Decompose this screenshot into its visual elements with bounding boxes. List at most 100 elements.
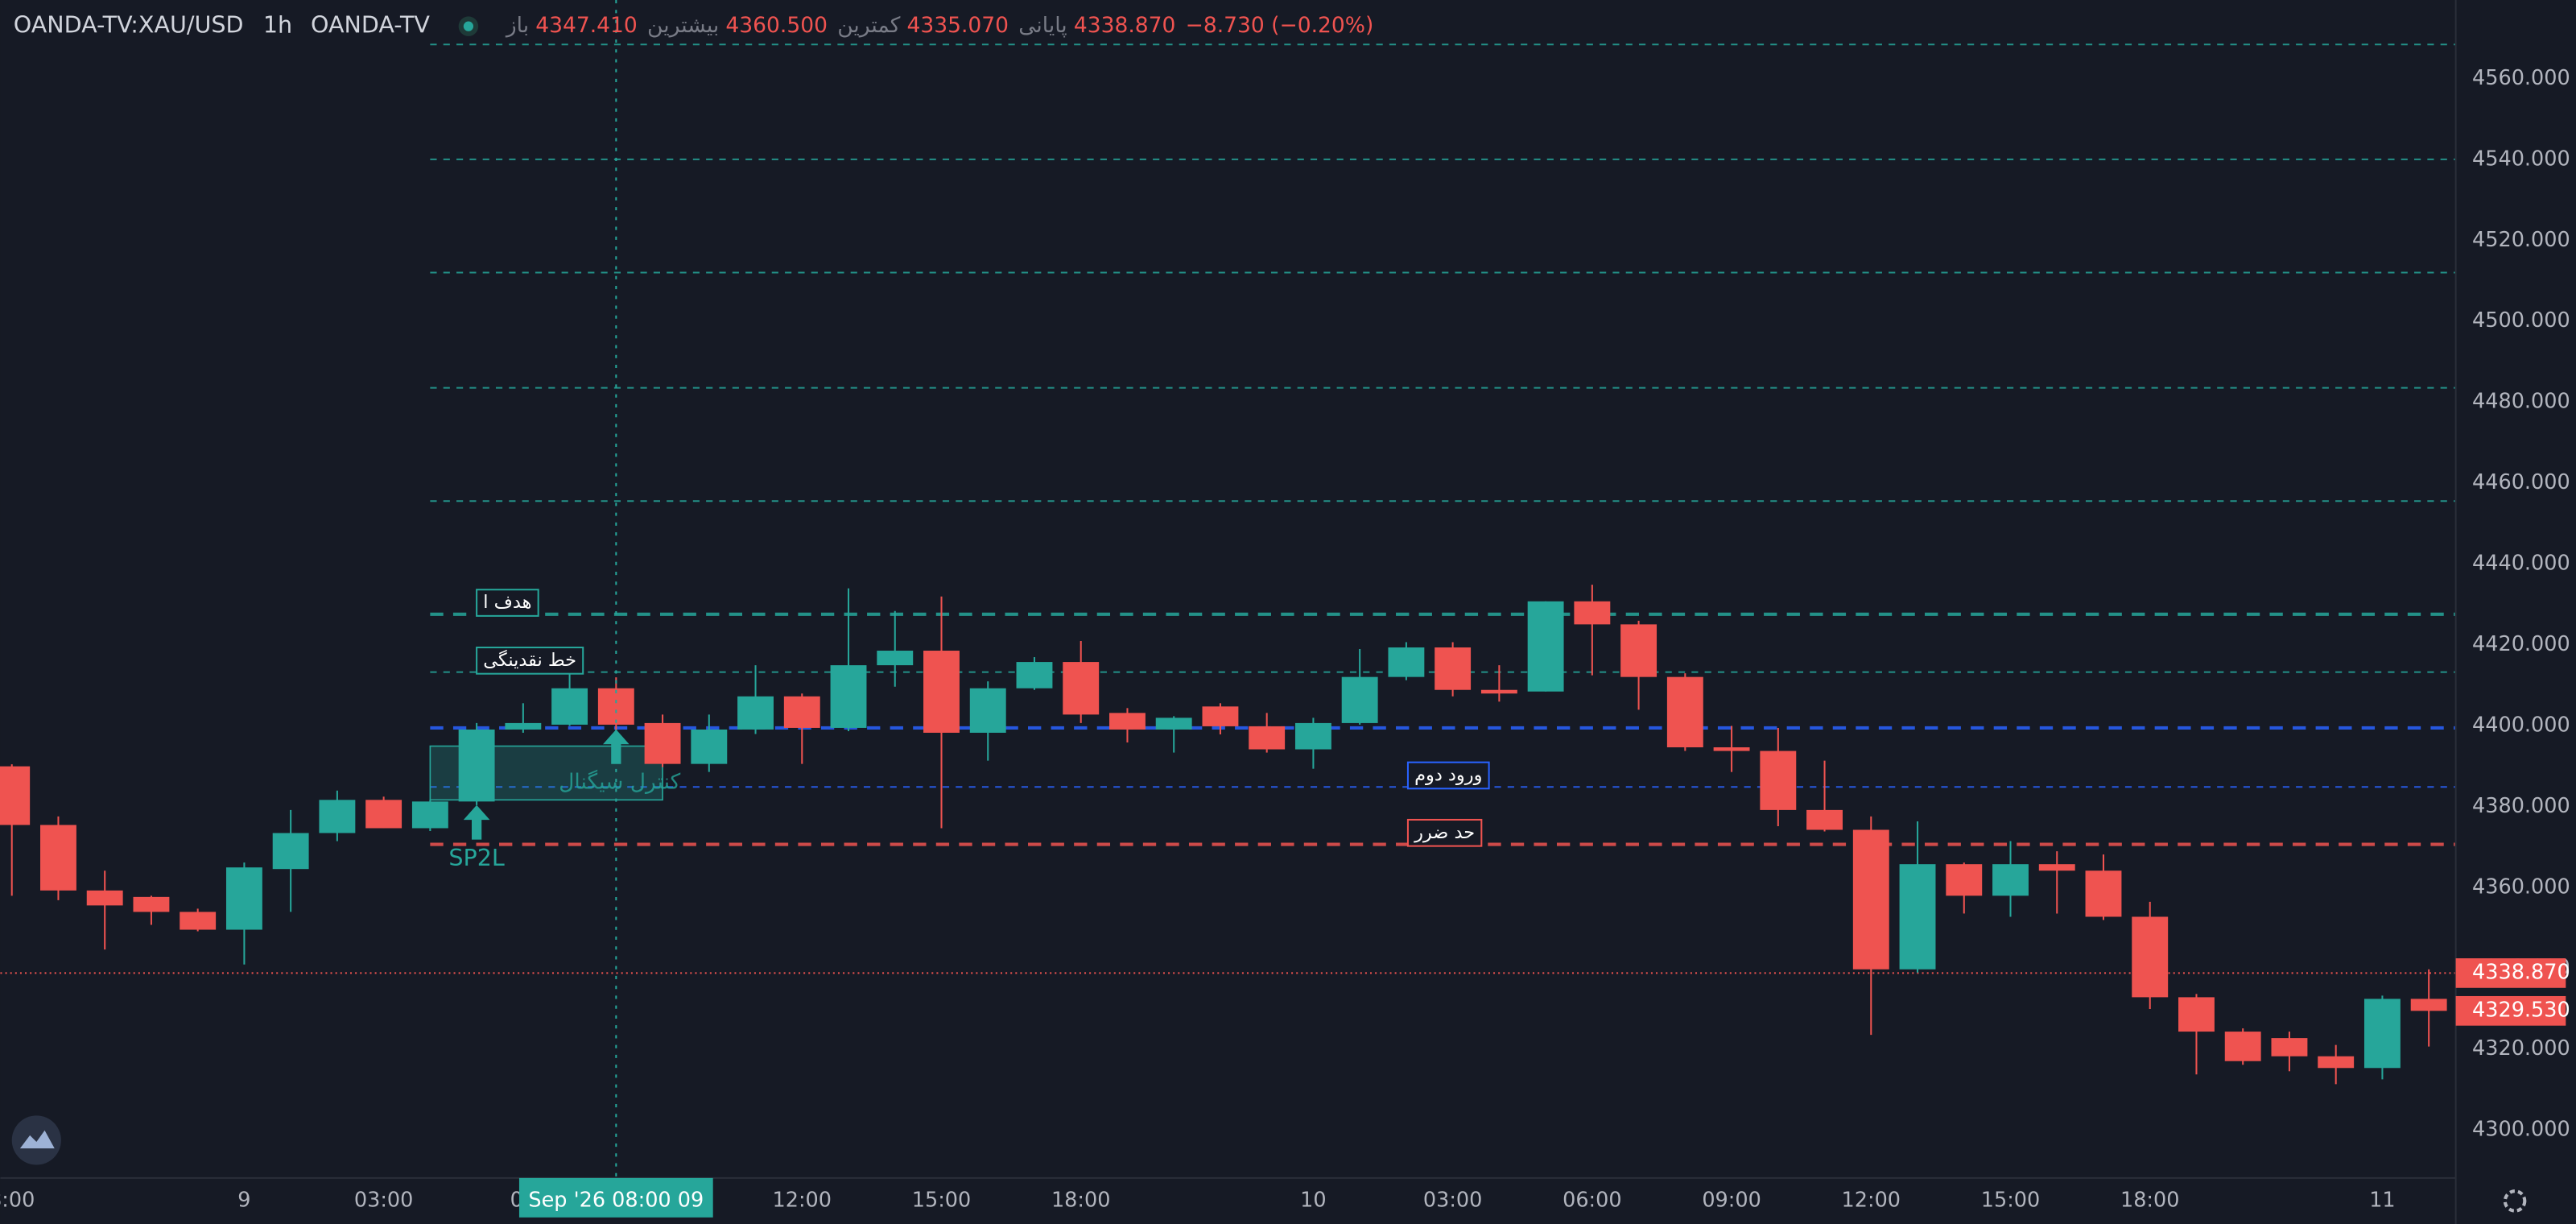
x-tick-label: 12:00 [773, 1188, 832, 1212]
x-tick-label: 9 [237, 1188, 250, 1212]
candle-body [2410, 999, 2447, 1011]
candle-body [1109, 713, 1146, 730]
candle-body [737, 696, 774, 730]
ohlc-label: باز [505, 13, 529, 38]
y-tick-label: 4320.000 [2472, 1036, 2570, 1061]
x-tick-label: 03:00 [354, 1188, 414, 1212]
x-tick-label: 06:00 [1563, 1188, 1622, 1212]
price-label: 4329.530 [2472, 998, 2570, 1022]
candle-body [458, 729, 495, 802]
candle-body [923, 651, 960, 733]
candle-body [40, 825, 76, 891]
y-tick-label: 4360.000 [2472, 875, 2570, 899]
price-label: 4338.870 [2472, 960, 2570, 984]
x-tick-label: 15:00 [1981, 1188, 2041, 1212]
y-tick-label: 4560.000 [2472, 66, 2570, 90]
candle-body [505, 722, 542, 730]
ohlc-label: پایانی [1018, 13, 1067, 38]
candle-body [830, 665, 867, 728]
signal-arrow [603, 729, 630, 764]
logo-icon [19, 1130, 55, 1149]
candle-body [1202, 706, 1239, 726]
candle-body [2038, 864, 2075, 871]
y-tick-label: 4300.000 [2472, 1118, 2570, 1142]
candle-body [1713, 747, 1750, 751]
level-label-box [476, 589, 539, 617]
x-tick-label: 18:00 [2120, 1188, 2180, 1212]
candle-body [1155, 717, 1192, 730]
candle-body [1666, 676, 1703, 748]
y-tick-label: 4420.000 [2472, 632, 2570, 656]
candle-body [783, 696, 820, 728]
candle-body [1946, 864, 1983, 896]
x-tick-label: 8:00 [0, 1188, 35, 1212]
x-tick-label: 09:00 [1702, 1188, 1761, 1212]
candle-body [644, 722, 681, 764]
candle-body [1852, 829, 1889, 970]
source: OANDA-TV [311, 11, 430, 39]
candle-body [1992, 864, 2029, 896]
logo[interactable] [11, 1115, 61, 1165]
x-tick-label: 18:00 [1051, 1188, 1111, 1212]
candle-body [1294, 722, 1331, 750]
candle-body [86, 890, 123, 906]
candle-body [691, 729, 728, 764]
candle-body [597, 688, 634, 725]
x-tick-label: 15:00 [912, 1188, 971, 1212]
candle-body [2178, 997, 2215, 1032]
candle-body [551, 688, 588, 725]
candle-body [180, 912, 217, 930]
y-tick-label: 4400.000 [2472, 713, 2570, 737]
x-tick-label: 10 [1300, 1188, 1326, 1212]
candle-body [2132, 916, 2169, 998]
change: −8.730 (−0.20%) [1186, 13, 1374, 38]
level-label: حد ضرر [1414, 822, 1475, 843]
ohlc-label: کمترین [837, 13, 901, 38]
candle-body [272, 833, 309, 870]
y-tick-label: 4520.000 [2472, 228, 2570, 252]
candle-body [1435, 647, 1472, 690]
signal-arrow [463, 804, 490, 840]
crosshair-label-bg [518, 1177, 713, 1218]
candle-body [1249, 726, 1286, 750]
candle-body [1760, 751, 1797, 810]
settings-icon[interactable] [2503, 1189, 2527, 1213]
level-tag: خط نقدینگی [476, 647, 584, 675]
y-tick-label: 4500.000 [2472, 308, 2570, 333]
level-label-box [1406, 761, 1490, 790]
header: OANDA-TV:XAU/USD 1h OANDA-TV [14, 11, 479, 39]
candle-body [1480, 689, 1517, 694]
candle-body [2224, 1032, 2261, 1061]
candle-body [2271, 1038, 2308, 1057]
candle-body [969, 688, 1006, 733]
candle-body [365, 800, 402, 829]
candle-body [1574, 601, 1611, 625]
candle-body [1063, 662, 1100, 715]
candle-body [1620, 624, 1657, 677]
level-label: ورود دوم [1414, 764, 1482, 785]
level-label: هدف ا [483, 592, 531, 613]
ohlc-value: 4335.070 [907, 13, 1009, 38]
candle-body [319, 800, 356, 833]
level-label: خط نقدینگی [483, 649, 576, 671]
candle-body [1388, 647, 1425, 677]
y-tick-label: 4380.000 [2472, 794, 2570, 818]
candle-body [1899, 864, 1936, 970]
marker-label: SP2L [448, 844, 504, 871]
ohlc-label: بیشترین [647, 13, 719, 38]
level-label-box [1406, 818, 1483, 847]
y-tick-label: 4440.000 [2472, 552, 2570, 576]
level-label-box [476, 647, 584, 675]
candle-body [1341, 676, 1378, 723]
candle-body [877, 651, 914, 666]
y-tick-label: 4460.000 [2472, 470, 2570, 494]
price-label-bg [2455, 958, 2566, 988]
ohlc-value: 4338.870 [1074, 13, 1176, 38]
candle-body [1527, 601, 1564, 692]
candle-body [411, 801, 448, 829]
candle-body [0, 766, 31, 825]
candle-body [1806, 809, 1843, 830]
symbol: OANDA-TV:XAU/USD [14, 11, 244, 39]
candle-body [2085, 870, 2122, 917]
